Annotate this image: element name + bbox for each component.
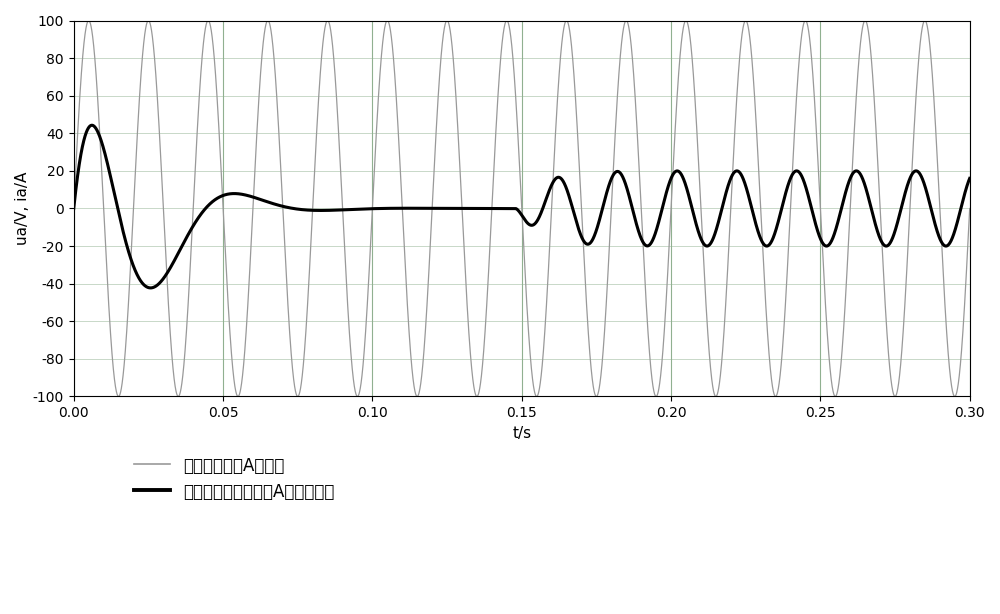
X-axis label: t/s: t/s [512, 426, 531, 441]
Legend: 整流器交流侧A相电压, 空载时整流器交流侧A相启动电流: 整流器交流侧A相电压, 空载时整流器交流侧A相启动电流 [127, 450, 342, 508]
Y-axis label: ua/V, ia/A: ua/V, ia/A [15, 172, 30, 245]
